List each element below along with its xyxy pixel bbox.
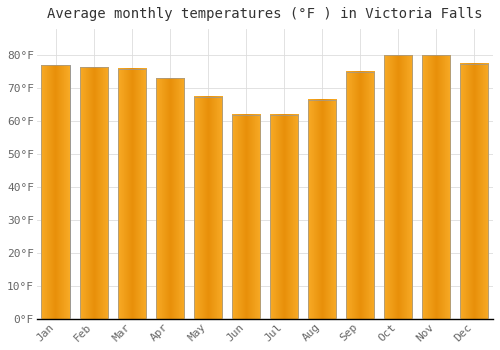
Bar (346, 72, 374, 319)
Bar (270, 115, 298, 319)
Bar (156, 78, 184, 319)
Bar (42, 65, 70, 319)
Bar (422, 55, 450, 319)
Bar (232, 115, 260, 319)
Bar (80, 67, 108, 319)
Bar (118, 69, 146, 319)
Bar (460, 64, 488, 319)
Bar (80, 67, 108, 319)
Bar (232, 115, 260, 319)
Bar (308, 100, 336, 319)
Bar (194, 97, 222, 319)
Bar (118, 69, 146, 319)
Bar (194, 97, 222, 319)
Bar (384, 55, 412, 319)
Bar (270, 115, 298, 319)
Bar (308, 100, 336, 319)
Title: Average monthly temperatures (°F ) in Victoria Falls: Average monthly temperatures (°F ) in Vi… (47, 7, 482, 21)
Bar (384, 55, 412, 319)
Bar (422, 55, 450, 319)
Bar (346, 72, 374, 319)
Bar (42, 65, 70, 319)
Bar (156, 78, 184, 319)
Bar (460, 64, 488, 319)
